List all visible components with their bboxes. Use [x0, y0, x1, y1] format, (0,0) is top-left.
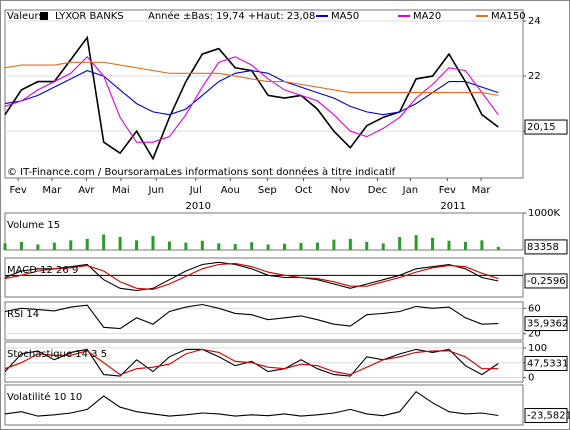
annotation: © IT-Finance.com / BoursoramaLes informa…: [7, 166, 396, 178]
panel-title: Valeurs: [7, 11, 44, 22]
last-value-label: 20,15: [527, 122, 556, 133]
last-value-box: [524, 239, 568, 255]
panel-title: Stochastique 14 3 5: [7, 349, 107, 360]
last-value-box: [524, 119, 568, 135]
volume-bar: [365, 241, 369, 250]
volume-bar: [167, 241, 171, 250]
volume-bar: [315, 242, 319, 250]
series-line: [4, 348, 499, 377]
series-line: [4, 261, 499, 292]
x-tick-label: Fev: [439, 185, 456, 196]
volume-bar: [85, 238, 89, 250]
volume-bar: [332, 239, 336, 250]
last-value-label: 83358: [527, 242, 559, 253]
x-tick-label: Fev: [10, 185, 27, 196]
volume-bar: [102, 234, 106, 250]
volume-bar: [431, 237, 435, 250]
series-line: [4, 61, 499, 96]
legend-label: MA50: [331, 11, 359, 22]
volume-bar: [184, 242, 188, 250]
x-tick-label: Nov: [331, 185, 351, 196]
volume-bar: [19, 241, 23, 250]
volume-bar: [118, 237, 122, 250]
volume-bar: [200, 240, 204, 250]
x-tick-label: Sep: [258, 185, 277, 196]
volume-bar: [266, 244, 270, 250]
volume-bar: [398, 237, 402, 250]
last-value-box: [524, 407, 568, 423]
volume-bar: [480, 240, 484, 250]
x-tick-label: Avr: [78, 185, 95, 196]
last-value-box: [524, 355, 568, 371]
volume-bar: [233, 244, 237, 250]
x-tick-label: Jul: [189, 185, 202, 196]
legend-label: LYXOR BANKS: [55, 11, 124, 22]
x-tick-label: Mai: [112, 185, 130, 196]
legend-swatch: [40, 12, 48, 20]
panel-title: Volatilité 10 10: [7, 391, 82, 403]
last-value-label: -0,2596: [527, 276, 566, 287]
panel: [4, 257, 524, 298]
series-line: [4, 262, 499, 290]
panel: [4, 212, 524, 251]
volume-bar: [283, 243, 287, 250]
x-tick-label: Aou: [221, 185, 240, 196]
y-tick-label: 1000K: [528, 208, 560, 219]
panel-title: Volume 15: [7, 220, 60, 231]
volume-bar: [447, 240, 451, 250]
panel-title: RSI 14: [7, 309, 39, 320]
year-label: 2011: [440, 201, 465, 212]
panel-title: MACD 12 26 9: [7, 265, 78, 276]
volume-bar: [414, 235, 418, 250]
last-value-box: [524, 316, 568, 332]
series-line: [4, 55, 499, 143]
y-tick-label: 20: [528, 329, 541, 340]
volume-bar: [69, 240, 73, 250]
y-tick-label: 24: [528, 16, 541, 27]
y-tick-label: 100: [528, 343, 547, 354]
volume-bar: [381, 243, 385, 250]
last-value-label: -23,5821: [527, 410, 570, 421]
x-tick-label: Mar: [472, 185, 492, 196]
x-tick-label: Dec: [368, 185, 387, 196]
y-tick-label: 0: [528, 373, 534, 384]
year-label: 2010: [185, 201, 210, 212]
volume-bar: [151, 235, 155, 250]
volume-bar: [299, 242, 303, 250]
panel: [4, 384, 524, 426]
series-line: [4, 390, 499, 417]
panel: [4, 9, 524, 179]
series-line: [4, 348, 499, 376]
x-tick-label: Oct: [295, 185, 312, 196]
volume-bar: [217, 243, 221, 250]
subtitle: Année ±Bas: 19,74 +Haut: 23,08: [148, 10, 315, 22]
legend-label: MA20: [413, 11, 441, 22]
last-value-label: 47,5331: [527, 358, 568, 369]
series-line: [4, 303, 499, 330]
panel: [4, 341, 524, 383]
volume-bar: [52, 242, 56, 250]
volume-bar: [348, 238, 352, 250]
volume-bar: [463, 241, 467, 250]
volume-bar: [36, 244, 40, 250]
volume-bar: [135, 240, 139, 250]
volume-bar: [496, 246, 500, 250]
last-value-box: [524, 273, 568, 289]
last-value-label: 35,9362: [527, 319, 568, 330]
legend-label: MA150: [491, 11, 526, 22]
x-tick-label: Jan: [402, 185, 418, 196]
x-tick-label: Mar: [42, 185, 62, 196]
x-tick-label: Jun: [147, 185, 164, 196]
series-line: [4, 70, 499, 116]
volume-bar: [3, 243, 7, 250]
y-tick-label: 22: [528, 71, 541, 82]
y-tick-label: 60: [528, 303, 541, 314]
volume-bar: [250, 242, 254, 250]
